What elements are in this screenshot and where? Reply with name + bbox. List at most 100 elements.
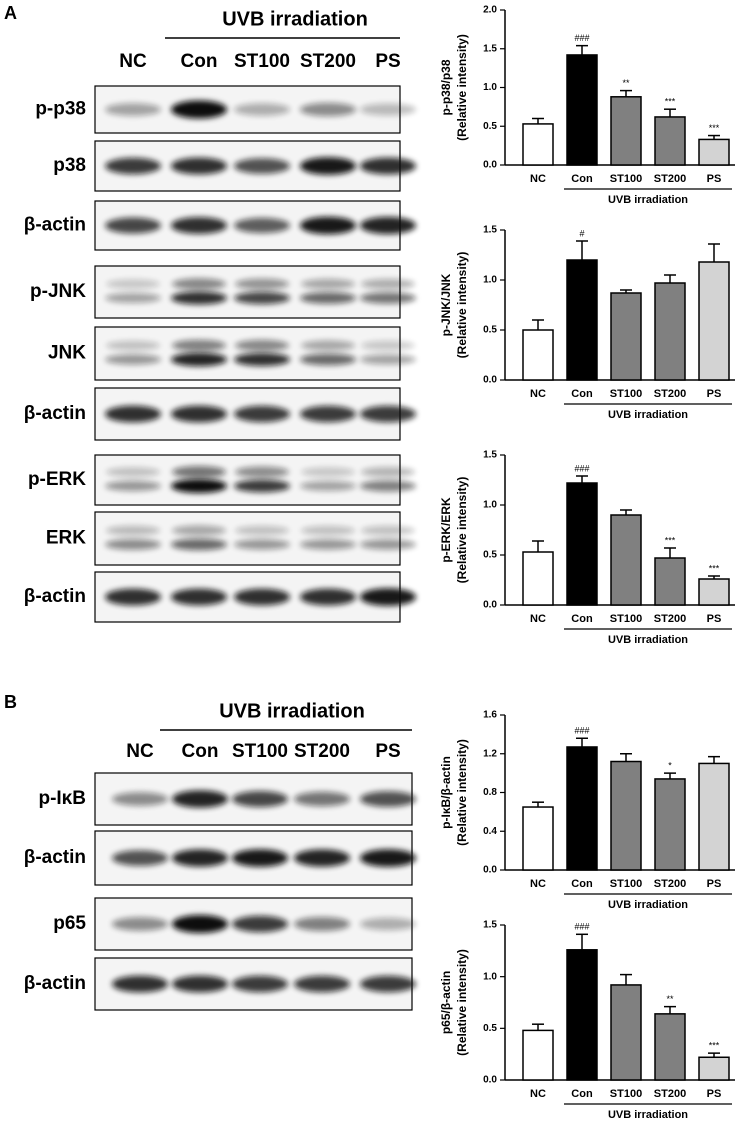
band: [171, 588, 227, 606]
band: [172, 849, 228, 867]
x-tick-label: ST100: [610, 173, 642, 185]
y-tick-label: 0.8: [483, 787, 497, 798]
significance: ***: [709, 563, 720, 573]
y-axis-label: (Relative intensity): [455, 34, 469, 141]
x-tick-label: PS: [707, 388, 722, 400]
bar: [522, 806, 554, 871]
x-tick-label: Con: [571, 173, 593, 185]
y-axis-label: p-ERK/ERK: [439, 497, 453, 563]
band: [172, 790, 228, 808]
x-tick-label: Con: [571, 1088, 593, 1100]
blot-box: [94, 511, 401, 566]
y-axis-label: p-IκB/β-actin: [439, 756, 453, 829]
bar: [566, 746, 598, 871]
bar: [522, 551, 554, 606]
band: [294, 975, 350, 993]
band: [105, 292, 161, 304]
band: [235, 339, 289, 352]
bar: [698, 261, 730, 381]
blot-header: UVB irradiation: [222, 8, 368, 30]
band: [232, 975, 288, 993]
band: [112, 917, 168, 931]
row-label: JNK: [48, 343, 86, 364]
band: [360, 405, 416, 423]
bar: [610, 984, 642, 1081]
band: [360, 791, 416, 807]
band: [234, 405, 290, 423]
row-label: p38: [53, 155, 86, 176]
band: [361, 340, 415, 351]
x-tick-label: PS: [707, 173, 722, 185]
bar: [610, 96, 642, 166]
band: [361, 278, 415, 290]
y-axis-label: p-p38/p38: [439, 59, 453, 115]
band: [235, 466, 289, 478]
band: [301, 278, 355, 290]
band: [301, 467, 355, 477]
band: [112, 792, 168, 806]
x-axis-label: UVB irradiation: [608, 194, 688, 206]
x-tick-label: ST200: [654, 173, 686, 185]
y-axis-label: (Relative intensity): [455, 949, 469, 1056]
lane-label: ST200: [294, 741, 350, 762]
band: [294, 791, 350, 807]
band: [360, 292, 416, 304]
band: [234, 352, 290, 367]
lane-label: Con: [181, 51, 218, 72]
bar: [654, 116, 686, 166]
band: [300, 353, 356, 366]
band: [171, 291, 227, 305]
band: [360, 975, 416, 993]
bar: [698, 138, 730, 166]
band: [171, 405, 227, 423]
band: [105, 405, 161, 423]
band: [106, 525, 160, 536]
band: [171, 157, 227, 175]
band: [172, 915, 228, 933]
x-tick-label: PS: [707, 1088, 722, 1100]
band: [235, 525, 289, 536]
band: [300, 102, 356, 117]
y-tick-label: 0.5: [483, 1023, 497, 1034]
y-axis-label: (Relative intensity): [455, 252, 469, 359]
significance: ***: [709, 123, 720, 133]
y-tick-label: 0.0: [483, 375, 497, 386]
x-tick-label: NC: [530, 613, 546, 625]
band: [300, 292, 356, 304]
panel-label: B: [4, 692, 17, 712]
band: [361, 525, 415, 536]
y-tick-label: 0.0: [483, 600, 497, 611]
significance: ###: [574, 33, 589, 43]
bar: [610, 760, 642, 871]
x-tick-label: ST200: [654, 388, 686, 400]
band: [360, 480, 416, 492]
band: [172, 525, 226, 536]
blot-box: [94, 265, 401, 319]
significance: #: [579, 228, 584, 238]
significance: ###: [574, 463, 589, 473]
blot-box: [94, 454, 401, 506]
band: [360, 588, 416, 606]
band: [112, 850, 168, 866]
bar: [654, 778, 686, 871]
band: [360, 539, 416, 550]
band: [105, 588, 161, 606]
y-tick-label: 0.0: [483, 865, 497, 876]
band: [294, 849, 350, 867]
bar: [698, 762, 730, 871]
band: [171, 352, 227, 367]
band: [300, 588, 356, 606]
x-tick-label: PS: [707, 613, 722, 625]
band: [172, 278, 226, 290]
band: [232, 791, 288, 807]
x-tick-label: ST100: [610, 878, 642, 890]
bar: [522, 1029, 554, 1081]
x-tick-label: NC: [530, 388, 546, 400]
band: [105, 354, 161, 365]
bar: [610, 514, 642, 606]
band: [234, 158, 290, 174]
x-axis-label: UVB irradiation: [608, 899, 688, 911]
band: [112, 975, 168, 993]
y-tick-label: 0.5: [483, 121, 497, 132]
band: [234, 539, 290, 550]
